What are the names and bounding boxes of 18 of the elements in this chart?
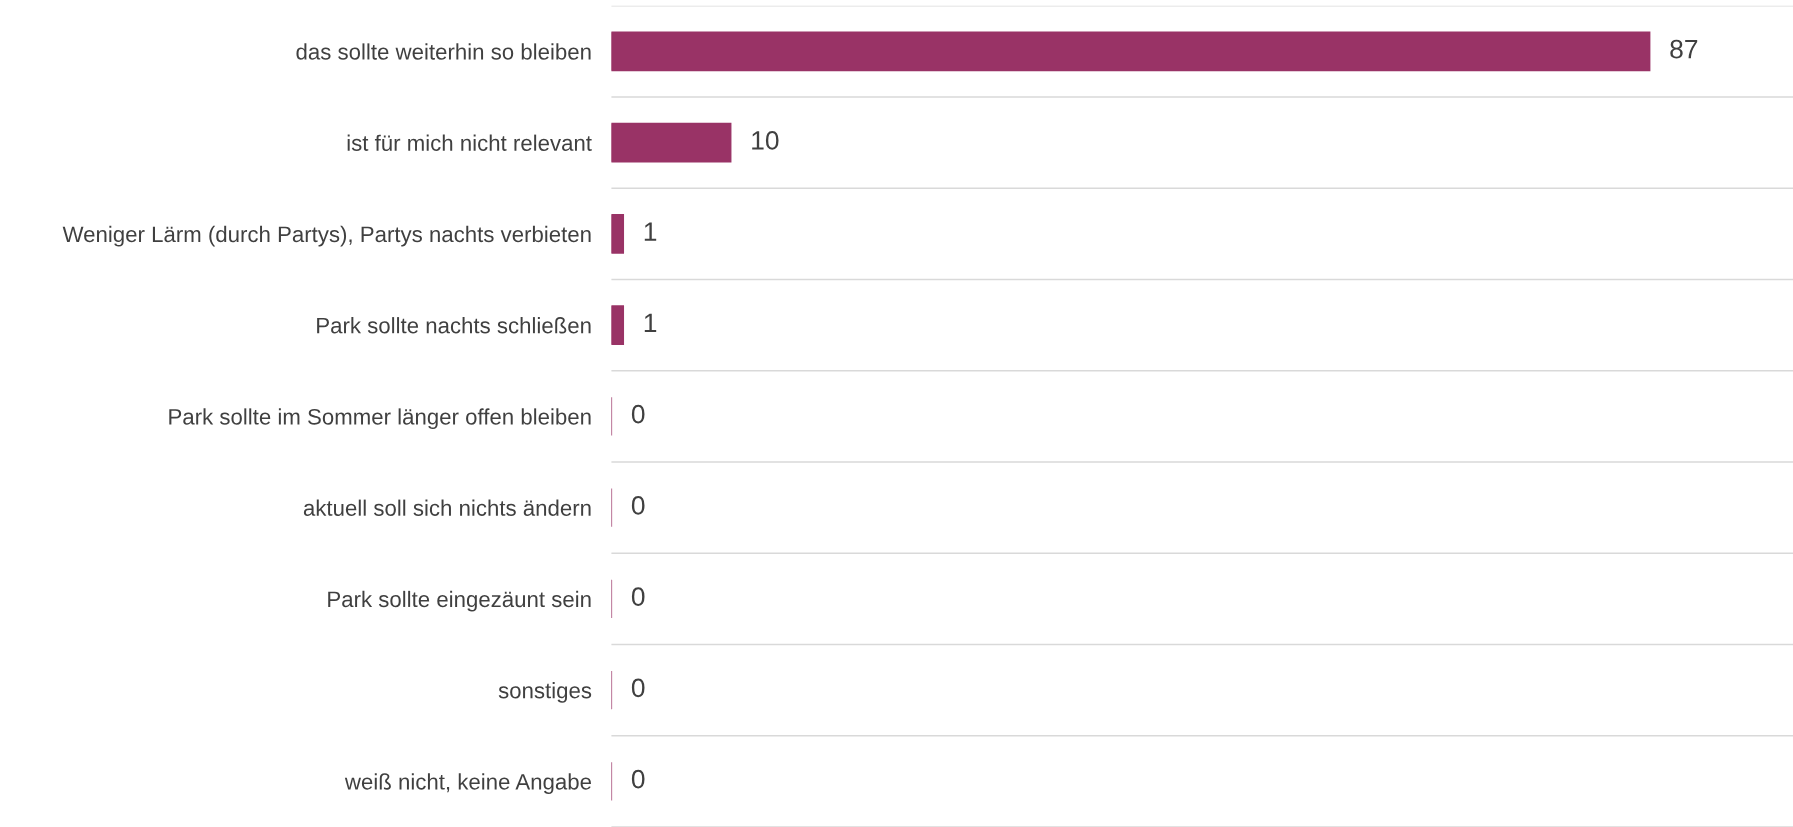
data-label: 0 [631,769,645,789]
y-tick-label: weiß nicht, keine Angabe [344,773,591,795]
y-tick-label: Park sollte im Sommer länger offen bleiben [169,408,591,430]
data-label: 0 [631,404,645,424]
data-label: 10 [752,131,779,150]
data-label: 0 [631,678,645,698]
data-label: 87 [1670,39,1698,59]
y-tick-label: sonstiges [498,682,592,703]
data-label: 0 [631,587,645,606]
y-tick-label: ist für mich nicht relevant [347,134,592,151]
data-label: 1 [644,222,657,241]
y-tick-label: Weniger Lärm (durch Partys), Partys nachts verbieten [62,225,591,247]
y-tick-label: Park sollte nachts schließen [317,317,591,334]
y-tick-label: aktuell soll sich nichts ändern [303,499,591,516]
y-tick-label: das sollte weiterhin so bleiben [296,43,591,60]
data-label: 0 [631,496,645,515]
y-tick-label: Park sollte eingezäunt sein [328,590,591,612]
data-label: 1 [644,313,657,332]
